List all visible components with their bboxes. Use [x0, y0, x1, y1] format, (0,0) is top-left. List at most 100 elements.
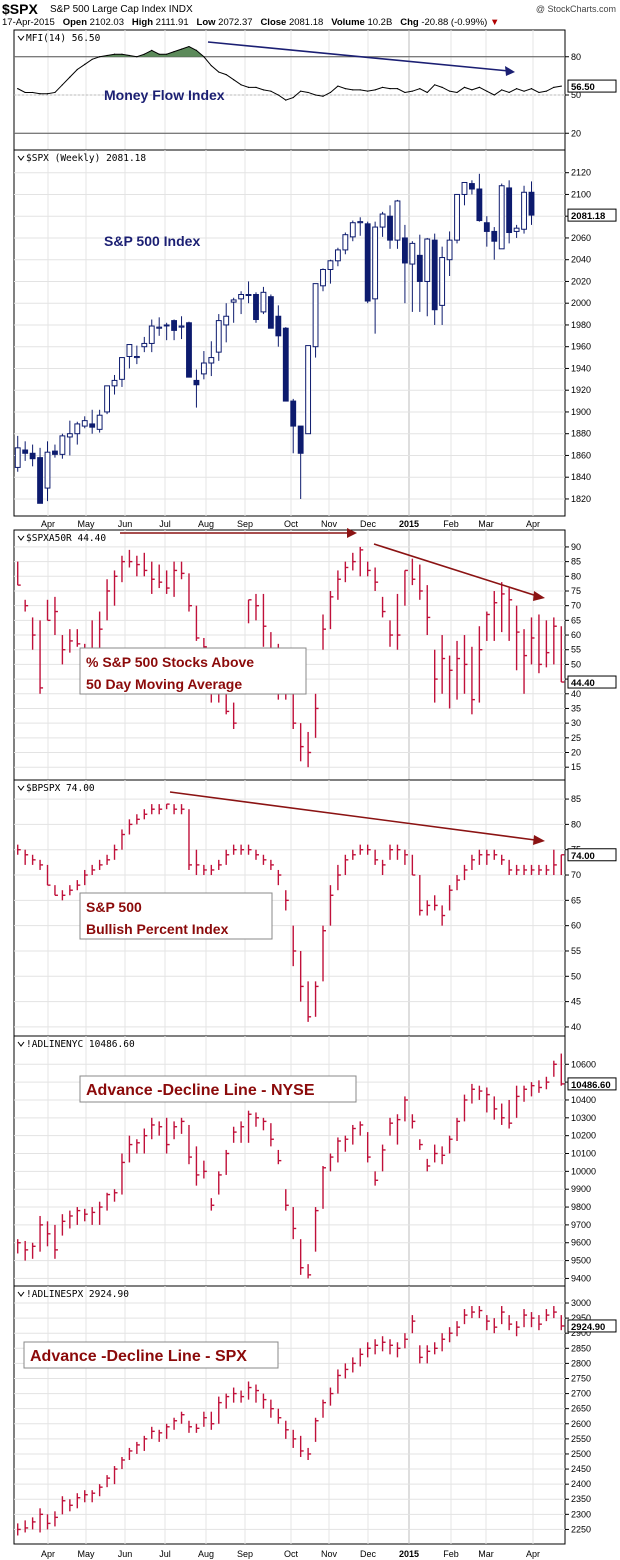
price-bar	[404, 569, 408, 606]
candle	[372, 221, 379, 334]
y-tick-label: 65	[571, 895, 581, 905]
candle	[431, 233, 438, 325]
price-bar	[381, 1144, 386, 1172]
price-bar	[463, 864, 468, 881]
price-bar	[456, 1117, 461, 1142]
x-tick-label: Apr	[526, 1549, 540, 1559]
price-bar	[188, 1420, 192, 1433]
panel-adlinenyc: 9400 9500 9600 9700 9800 9900 10000 10100 10200 1…	[13, 1035, 617, 1287]
close-label: Close	[260, 17, 287, 28]
candle	[498, 183, 505, 250]
candle	[387, 205, 393, 249]
candle	[267, 294, 274, 329]
high-label: High	[131, 17, 154, 28]
y-tick-label: 1900	[571, 407, 591, 417]
price-bar	[247, 844, 252, 855]
mfi-point	[530, 88, 533, 90]
mfi-point	[32, 91, 34, 94]
y-tick-label: 20	[571, 128, 581, 138]
annotation-frame	[79, 892, 273, 940]
candle	[29, 444, 36, 467]
price-bar	[188, 573, 192, 612]
price-bar	[292, 925, 297, 967]
candle	[401, 224, 408, 304]
chevron-down-icon	[17, 1291, 25, 1297]
candle-body-down	[22, 449, 29, 454]
open-label: Open	[62, 17, 88, 28]
price-bar	[448, 885, 453, 911]
price-bar	[396, 844, 401, 860]
price-bar	[180, 1411, 185, 1424]
candle-body-up	[96, 414, 103, 430]
candle-body-up	[334, 249, 341, 262]
price-bar	[344, 854, 349, 876]
last-value-label: 44.40	[571, 678, 595, 689]
price-bar	[299, 723, 304, 762]
x-tick-label: Aug	[198, 1549, 214, 1559]
price-bar	[322, 925, 327, 982]
price-bar	[530, 1082, 535, 1097]
candle	[461, 181, 468, 206]
price-bar	[61, 1214, 66, 1236]
y-tick-label: 1960	[571, 342, 591, 352]
chevron-down-icon	[17, 785, 25, 791]
price-bar	[433, 895, 438, 911]
price-bar	[366, 844, 371, 855]
last-value-badge: 56.50	[567, 79, 617, 93]
y-tick-label: 2650	[571, 1404, 591, 1414]
mfi-point	[158, 53, 160, 55]
candle-body-down	[282, 327, 289, 402]
price-bar	[448, 1327, 453, 1343]
x-tick-label: Mar	[478, 519, 494, 529]
price-bar	[441, 1146, 446, 1165]
y-tick-label: 2060	[571, 233, 591, 243]
mfi-point	[419, 88, 421, 90]
mfi-point	[337, 85, 339, 87]
price-bar	[441, 635, 446, 694]
y-tick-label: 2350	[571, 1494, 591, 1504]
candle	[193, 369, 200, 408]
price-bar	[98, 1201, 103, 1225]
annotation-box: S&P 500 Bullish Percent Index	[79, 892, 273, 940]
y-tick-label: 2300	[571, 1509, 591, 1519]
price-bar	[538, 864, 542, 876]
price-bar	[61, 635, 66, 665]
candle	[133, 345, 140, 365]
price-bar	[419, 1345, 423, 1364]
price-bar	[374, 849, 379, 865]
price-bar	[143, 1128, 148, 1154]
price-bar	[31, 854, 36, 865]
price-bar	[255, 1384, 259, 1403]
price-bar	[136, 1441, 140, 1454]
candle-body-down	[29, 452, 36, 460]
candle-body-down	[528, 191, 535, 216]
candle-body-up	[178, 325, 185, 328]
y-tick-label: 50	[571, 971, 581, 981]
price-bar	[165, 1117, 170, 1154]
mfi-point	[396, 88, 399, 90]
mfi-point	[255, 86, 257, 88]
source-credit: @ StockCharts.com	[535, 4, 616, 14]
close-value: 2081.18	[288, 17, 324, 28]
annotation-box: % S&P 500 Stocks Above 50 Day Moving Aver…	[79, 647, 307, 695]
x-tick-label: Feb	[443, 1549, 459, 1559]
price-bar	[523, 629, 528, 694]
price-bar	[337, 864, 341, 891]
price-bar	[173, 561, 178, 597]
mfi-point	[352, 89, 354, 91]
candle	[89, 409, 96, 434]
candle-body-up	[104, 385, 110, 413]
candle	[297, 425, 304, 499]
price-bar	[523, 1309, 528, 1328]
price-bar	[143, 809, 148, 820]
x-tick-label: Sep	[237, 519, 253, 529]
price-bar	[277, 1149, 282, 1165]
y-tick-label: 1920	[571, 385, 591, 395]
price-bar	[98, 1484, 103, 1497]
price-bar	[553, 1060, 557, 1077]
y-tick-label: 2250	[571, 1524, 591, 1534]
mfi-point	[545, 90, 547, 92]
price-bar	[69, 1499, 73, 1512]
candle-body-down	[171, 320, 178, 331]
price-bar	[493, 1096, 498, 1120]
